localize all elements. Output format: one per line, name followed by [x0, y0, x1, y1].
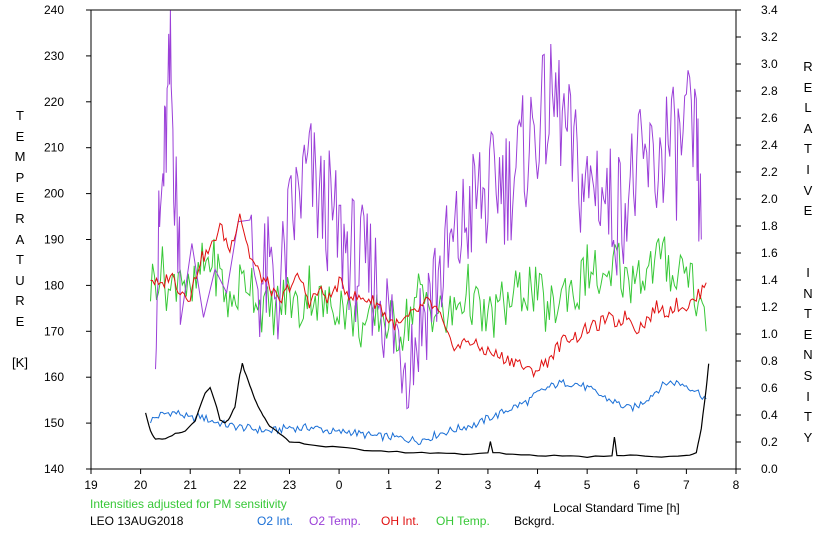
x-axis-title: Local Standard Time [h]: [553, 501, 680, 515]
right-tick-label: 3.2: [761, 30, 778, 44]
right-tick-label: 0.2: [761, 435, 778, 449]
x-tick-label: 21: [184, 478, 198, 492]
right-tick-label: 1.0: [761, 327, 778, 341]
left-tick-label: 180: [44, 278, 64, 292]
right-tick-label: 1.4: [761, 273, 778, 287]
axis-letter: S: [803, 367, 813, 383]
x-tick-label: 0: [336, 478, 343, 492]
axis-letter: T: [16, 252, 24, 268]
left-tick-label: 190: [44, 233, 64, 247]
plot-frame: [90, 9, 737, 470]
axis-letter: L: [804, 100, 812, 116]
left-tick-label: 160: [44, 370, 64, 384]
right-tick-label: 3.0: [761, 57, 778, 71]
axis-letter: T: [16, 108, 24, 123]
axis-letter: E: [15, 313, 25, 329]
legend-o2-int: O2 Int.: [257, 514, 294, 528]
axis-letter: A: [803, 120, 813, 136]
axis-letter: [10, 333, 30, 354]
o2-int-line: [150, 378, 707, 446]
oh-int-line: [150, 213, 707, 379]
right-tick-label: 0.6: [761, 381, 778, 395]
left-tick-label: 210: [44, 141, 64, 155]
legend-o2-temp: O2 Temp.: [309, 514, 361, 528]
x-tick-label: 4: [534, 478, 541, 492]
axis-letter: V: [803, 182, 813, 198]
legend-oh-temp: OH Temp.: [436, 514, 490, 528]
station-date: LEO 13AUG2018: [90, 514, 184, 528]
x-tick-label: 19: [84, 478, 98, 492]
axis-letter: N: [803, 347, 813, 363]
right-tick-label: 2.0: [761, 192, 778, 206]
pm-sensitivity-note: Intensities adjusted for PM sensitivity: [90, 497, 287, 511]
right-tick-label: 2.6: [761, 111, 778, 125]
axis-letter: N: [803, 285, 813, 301]
axis-letter: P: [15, 169, 25, 185]
axis-letter: E: [803, 79, 813, 95]
axis-letter: U: [15, 272, 25, 288]
x-tick-label: 22: [233, 478, 247, 492]
axis-letter: T: [804, 141, 812, 157]
legend-oh-int: OH Int.: [381, 514, 420, 528]
axis-letter: E: [15, 190, 25, 206]
axis-letter: R: [15, 210, 25, 226]
left-tick-label: 230: [44, 49, 64, 63]
x-tick-label: 3: [485, 478, 492, 492]
left-tick-label: 170: [44, 324, 64, 338]
right-tick-label: 2.4: [761, 138, 778, 152]
axis-letter: [K]: [12, 355, 28, 371]
axis-letter: I: [806, 264, 810, 280]
x-tick-label: 20: [134, 478, 148, 492]
left-tick-label: 140: [44, 462, 64, 476]
x-tick-label: 1: [385, 478, 392, 492]
x-tick-label: 5: [584, 478, 591, 492]
right-tick-label: 0.8: [761, 354, 778, 368]
x-tick-label: 2: [435, 478, 442, 492]
axis-letter: R: [15, 293, 25, 309]
left-tick-label: 200: [44, 187, 64, 201]
right-tick-label: 1.6: [761, 246, 778, 260]
axis-letter: [798, 222, 818, 243]
oh-temp-line: [150, 236, 707, 353]
axis-letter: [798, 242, 818, 263]
left-tick-label: 240: [44, 3, 64, 17]
right-tick-label: 0.4: [761, 408, 778, 422]
right-tick-label: 2.2: [761, 165, 778, 179]
axis-letter: M: [14, 149, 26, 165]
axis-letter: T: [804, 409, 812, 425]
axis-letter: A: [15, 231, 25, 247]
right-tick-label: 1.2: [761, 300, 778, 314]
x-tick-label: 8: [733, 478, 740, 492]
o2-temp-line: [155, 10, 702, 410]
axis-letter: T: [804, 306, 812, 322]
right-tick-label: 1.8: [761, 219, 778, 233]
x-tick-label: 7: [683, 478, 690, 492]
axis-letter: I: [806, 388, 810, 404]
axis-letter: E: [803, 326, 813, 342]
right-tick-label: 2.8: [761, 84, 778, 98]
x-tick-label: 6: [633, 478, 640, 492]
x-tick-label: 23: [283, 478, 297, 492]
right-tick-label: 3.4: [761, 3, 778, 17]
axis-letter: R: [803, 59, 813, 74]
axis-letter: I: [806, 161, 810, 177]
left-tick-label: 220: [44, 95, 64, 109]
axis-letter: E: [803, 203, 813, 219]
legend-bckgrd: Bckgrd.: [514, 514, 555, 528]
bckgrd-line: [145, 363, 710, 459]
axis-letter: Y: [803, 429, 813, 445]
right-tick-label: 0.0: [761, 462, 778, 476]
axis-letter: E: [15, 128, 25, 144]
left-tick-label: 150: [44, 416, 64, 430]
